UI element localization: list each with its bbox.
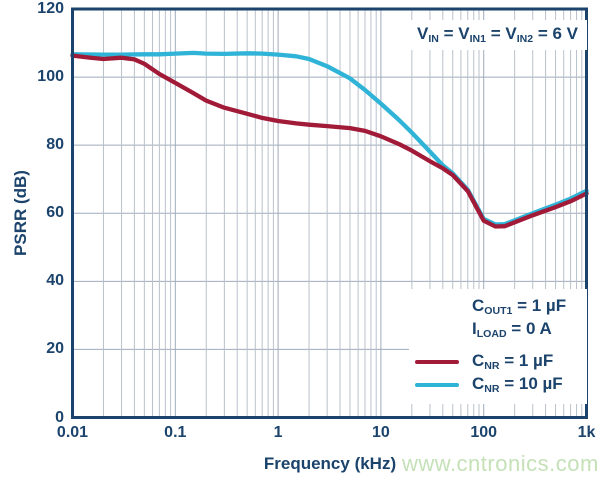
y-tick-60: 60: [46, 204, 64, 222]
x-tick-1k: 1k: [577, 424, 596, 441]
y-tick-100: 100: [37, 68, 64, 86]
condition-iload: ILOAD = 0 A: [415, 318, 581, 341]
legend-swatch-red-line: [415, 359, 459, 364]
x-tick-0p01: 0.01: [56, 424, 89, 441]
condition-cout: COUT1 = 1 µF: [415, 295, 581, 318]
x-tick-10: 10: [371, 424, 390, 441]
y-tick-80: 80: [46, 136, 64, 154]
watermark-text: www.cntronics.com: [402, 451, 599, 476]
legend-box: COUT1 = 1 µF ILOAD = 0 A CNR = 1 µF CNR …: [409, 289, 587, 404]
legend-item-cnr-10uf: CNR = 10 µF: [415, 373, 581, 396]
y-axis-title: PSRR (dB): [11, 170, 30, 256]
y-tick-20: 20: [46, 340, 64, 358]
x-tick-0p1: 0.1: [164, 424, 187, 441]
y-tick-40: 40: [46, 272, 64, 290]
legend-label-cnr-10uf: CNR = 10 µF: [472, 374, 563, 395]
condition-iload-label: ILOAD = 0 A: [472, 319, 552, 340]
x-tick-1: 1: [273, 424, 283, 441]
legend-item-cnr-1uf: CNR = 1 µF: [415, 350, 581, 373]
legend-swatch-cyan-line: [415, 382, 459, 387]
legend-spacer: [415, 305, 459, 309]
x-axis-title: Frequency (kHz): [263, 454, 397, 473]
condition-cout-label: COUT1 = 1 µF: [472, 296, 567, 317]
legend-label-cnr-1uf: CNR = 1 µF: [472, 351, 554, 372]
x-tick-100: 100: [470, 424, 498, 441]
input-voltage-annotation: VIN = VIN1 = VIN2 = 6 V: [408, 20, 587, 50]
y-tick-0: 0: [55, 408, 64, 426]
legend-spacer: [415, 328, 459, 332]
y-tick-120: 120: [37, 0, 64, 17]
